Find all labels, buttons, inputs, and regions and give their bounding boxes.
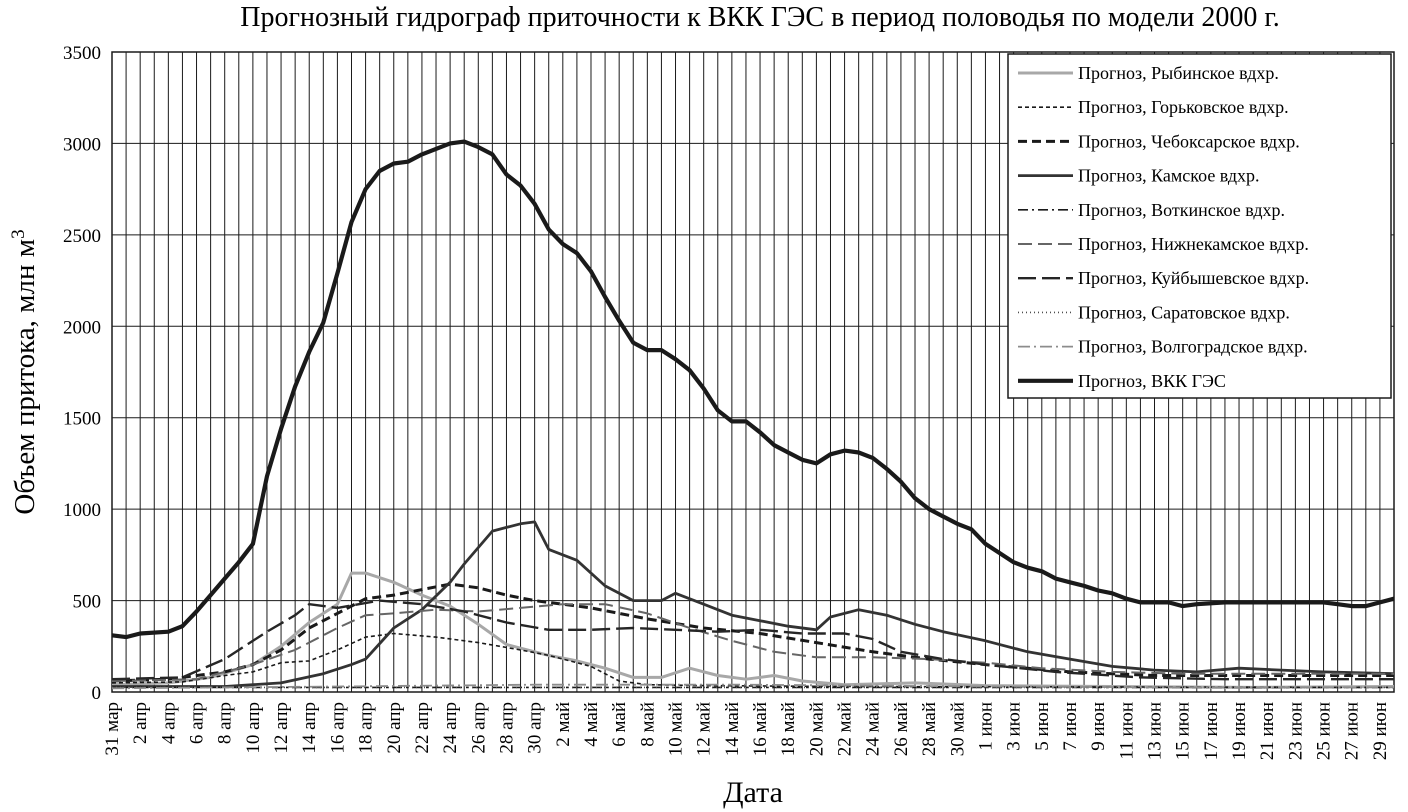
y-axis-label-superscript: 3 [8,229,29,239]
series-line [111,603,1394,682]
legend-box [1007,53,1392,399]
x-tick-label: 12 апр [271,702,292,754]
legend-entry-label: Прогноз, Саратовское вдхр. [1078,302,1290,322]
x-tick-label: 1 июн [975,702,996,751]
x-tick-label: 8 май [637,702,658,747]
x-tick-label: 4 апр [158,702,179,744]
x-tick-label: 31 мар [102,702,123,756]
series-layer [111,139,1395,690]
y-tick-label: 500 [73,592,102,613]
y-axis-ticks: 0 500 1000 1500 2000 2500 3000 3500 [63,43,101,704]
x-tick-label: 30 май [947,702,968,756]
x-tick-label: 28 май [919,702,940,756]
x-tick-label: 23 июн [1285,702,1306,760]
legend-entry-label: Прогноз, Горьковское вдхр. [1078,97,1289,117]
legend-entry-label: Прогноз, Нижнекамское вдхр. [1078,234,1309,254]
x-tick-label: 10 апр [243,702,264,754]
y-tick-label: 3500 [63,43,101,64]
x-tick-label: 5 июн [1032,702,1053,751]
x-tick-label: 22 апр [412,702,433,754]
y-tick-label: 2000 [63,317,101,338]
series-line [111,599,1394,681]
x-tick-label: 24 апр [440,702,461,754]
series-line [111,683,1394,690]
x-tick-label: 12 май [694,702,715,756]
legend-entry-label: Прогноз, Чебоксарское вдхр. [1078,131,1300,151]
legend-entry-label: Прогноз, Воткинское вдхр. [1078,200,1285,220]
y-axis-label-text: Объем притока, млн м [9,239,41,515]
x-tick-label: 8 апр [215,702,236,744]
x-tick-label: 17 июн [1201,702,1222,760]
x-tick-label: 13 июн [1145,702,1166,760]
x-tick-label: 30 апр [525,702,546,754]
x-tick-label: 28 апр [496,702,517,754]
x-tick-label: 2 апр [130,702,151,744]
x-tick-label: 6 май [609,702,630,747]
legend-entry-label: Прогноз, Камское вдхр. [1078,166,1260,186]
x-tick-label: 7 июн [1060,702,1081,751]
x-tick-label: 14 май [722,702,743,756]
chart-title: Прогнозный гидрограф приточности к ВКК Г… [240,2,1279,33]
x-tick-label: 20 май [806,702,827,756]
x-tick-label: 26 апр [468,702,489,754]
x-tick-label: 18 апр [356,702,377,754]
series-line [111,571,1395,689]
x-tick-label: 25 июн [1314,702,1335,760]
x-tick-label: 19 июн [1229,702,1250,760]
legend-entry-label: Прогноз, Рыбинское вдхр. [1078,63,1279,83]
legend-entry-label: Прогноз, ВКК ГЭС [1078,371,1226,391]
series-line [111,582,1394,683]
x-tick-label: 15 июн [1173,702,1194,760]
x-tick-label: 16 апр [327,702,348,754]
x-tick-label: 2 май [553,702,574,747]
series-line [112,520,1395,688]
x-tick-label: 21 июн [1257,702,1278,760]
legend-entry-label: Прогноз, Куйбышевское вдхр. [1078,268,1309,288]
x-tick-label: 14 апр [299,702,320,754]
plot-frame [111,51,1395,693]
series-line [111,139,1395,640]
x-tick-label: 24 май [863,702,884,756]
y-tick-label: 2500 [63,226,101,247]
legend-entry-label: Прогноз, Волгоградское вдхр. [1078,337,1308,357]
legend: Прогноз, Рыбинское вдхр. Прогноз, Горьков… [1007,53,1392,399]
x-tick-label: 3 июн [1004,702,1025,751]
y-tick-label: 0 [92,683,102,704]
x-tick-label: 22 май [835,702,856,756]
y-tick-label: 1500 [63,409,101,430]
x-tick-label: 6 апр [187,702,208,744]
x-tick-label: 9 июн [1088,702,1109,751]
x-tick-label: 26 май [891,702,912,756]
y-axis-label: Объем притока, млн м3 [8,229,42,514]
y-tick-label: 3000 [63,134,101,155]
x-tick-label: 11 июн [1116,702,1137,760]
x-tick-label: 4 май [581,702,602,747]
x-tick-label: 16 май [750,702,771,756]
x-tick-label: 10 май [666,702,687,756]
x-axis-ticks: 31 мар 2 апр 4 апр 6 апр 8 апр 10 апр 12 апр 14… [102,702,1391,760]
x-tick-label: 27 июн [1342,702,1363,760]
x-tick-label: 18 май [778,702,799,756]
x-axis-label: Дата [723,776,783,809]
y-tick-label: 1000 [63,500,101,521]
x-tick-label: 29 июн [1370,702,1391,760]
x-tick-label: 20 апр [384,702,405,754]
